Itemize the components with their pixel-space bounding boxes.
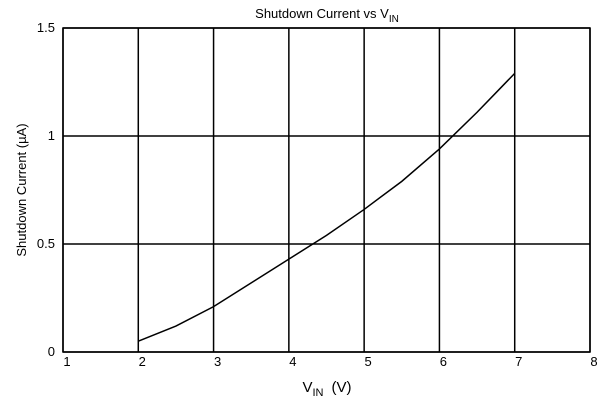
y-tick-label: 0.5 [37, 236, 55, 251]
x-tick-label: 8 [590, 354, 597, 369]
x-tick-label: 7 [515, 354, 522, 369]
title-subscript: IN [389, 14, 399, 25]
x-tick-label: 3 [214, 354, 221, 369]
chart-title: Shutdown Current vs VIN [255, 6, 399, 25]
x-tick-label: 5 [365, 354, 372, 369]
plot-frame [62, 27, 591, 353]
x-axis-label: VIN (V) [302, 379, 351, 399]
x-tick-label: 6 [440, 354, 447, 369]
x-label-subscript: IN [313, 387, 324, 399]
title-main: Shutdown Current vs V [255, 6, 389, 21]
y-tick-label: 0 [48, 344, 55, 359]
y-tick-label: 1.5 [37, 20, 55, 35]
y-tick-label: 1 [48, 128, 55, 143]
x-label-unit: (V) [332, 379, 352, 396]
x-label-main: V [302, 379, 312, 396]
x-tick-label: 1 [63, 354, 70, 369]
x-tick-label: 2 [139, 354, 146, 369]
x-tick-label: 4 [289, 354, 296, 369]
data-line [138, 72, 516, 342]
y-axis-label: Shutdown Current (µA) [14, 123, 29, 256]
